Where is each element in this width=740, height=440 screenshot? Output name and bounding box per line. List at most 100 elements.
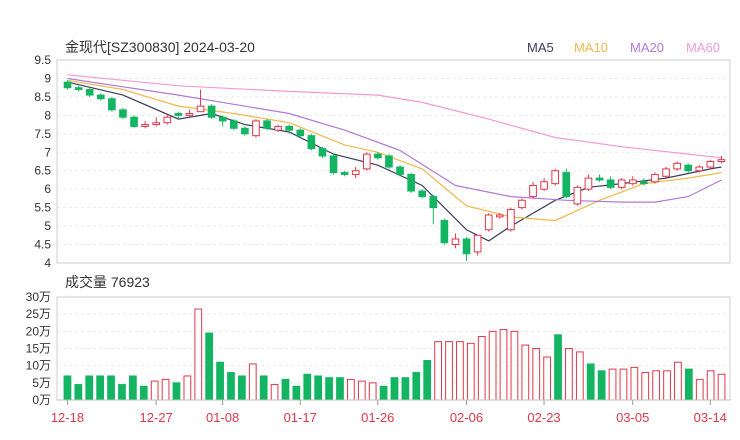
ma-line-ma60 — [67, 74, 722, 159]
candle — [684, 163, 693, 173]
candle — [584, 174, 593, 192]
candle — [385, 154, 393, 169]
volume-bar — [237, 375, 246, 401]
legend-ma5: MA5 — [527, 40, 554, 55]
volume-y-tick: 20万 — [26, 324, 51, 338]
x-tick-label: 03-05 — [616, 410, 649, 425]
volume-bar — [128, 375, 137, 401]
price-y-tick: 4.5 — [34, 238, 51, 252]
price-y-tick-labels: 9.5 9 8.5 8 7.5 7 6.5 6 5.5 5 4.5 4 — [34, 53, 51, 270]
price-panel-frame — [56, 59, 731, 264]
candle — [74, 85, 83, 92]
price-y-tick: 7 — [44, 145, 51, 159]
ma-legend: MA5 MA10 MA20 MA60 — [527, 40, 720, 55]
volume-bar — [412, 372, 421, 401]
volume-bar — [619, 368, 628, 401]
volume-bar — [368, 382, 377, 401]
volume-bar — [150, 380, 159, 401]
candle — [351, 167, 360, 179]
volume-y-tick: 5万 — [32, 376, 51, 390]
price-y-tick: 8.5 — [34, 90, 51, 104]
volume-bars — [63, 308, 726, 401]
candle — [573, 185, 582, 206]
candle — [174, 111, 183, 120]
volume-bar — [325, 377, 333, 401]
candle — [130, 115, 138, 129]
volume-bar — [183, 375, 192, 401]
volume-bar — [63, 375, 72, 401]
candle — [96, 93, 105, 101]
volume-grid — [57, 313, 730, 384]
volume-bar — [172, 382, 181, 401]
volume-bar — [543, 356, 552, 401]
candle — [196, 89, 205, 113]
volume-bar — [227, 372, 235, 401]
candle — [507, 207, 515, 232]
candle — [551, 168, 560, 186]
candle — [717, 155, 726, 164]
candle — [141, 120, 149, 129]
volume-bar — [270, 384, 279, 401]
candle — [108, 96, 116, 112]
candle — [185, 109, 194, 118]
volume-bar — [565, 348, 573, 401]
volume-bar — [456, 341, 464, 401]
x-tick-label: 02-06 — [450, 410, 483, 425]
chart-title: 金现代[SZ300830] 2024-03-20 — [65, 39, 255, 55]
candle — [218, 115, 227, 127]
volume-bar — [357, 380, 366, 401]
volume-bar — [118, 384, 126, 401]
x-tick-label: 12-27 — [139, 410, 172, 425]
candle — [85, 87, 94, 97]
volume-bar — [205, 332, 214, 401]
candle — [540, 178, 548, 192]
candle — [362, 152, 371, 171]
volume-bar — [85, 375, 94, 401]
candle — [640, 178, 648, 186]
price-y-tick: 8 — [44, 108, 51, 122]
legend-ma20: MA20 — [630, 40, 664, 55]
candle — [418, 189, 427, 199]
candle — [595, 174, 604, 182]
candle — [673, 161, 681, 171]
candle — [617, 178, 626, 190]
x-tick-label: 02-23 — [527, 410, 560, 425]
candle — [241, 126, 249, 136]
volume-bar — [652, 370, 661, 401]
x-tick-label: 03-14 — [694, 410, 727, 425]
legend-ma10: MA10 — [574, 40, 608, 55]
x-axis: 12-18 12-27 01-08 01-17 01-26 02-06 02-23 03-05… — [51, 399, 730, 425]
x-tick-label: 01-26 — [361, 410, 394, 425]
volume-y-tick: 15万 — [26, 342, 51, 356]
volume-bar — [510, 330, 519, 401]
volume-bar — [706, 370, 715, 401]
volume-bar — [630, 366, 639, 401]
candle — [207, 104, 216, 120]
x-tick-label: 12-18 — [51, 410, 84, 425]
volume-y-tick-labels: 30万 25万 20万 15万 10万 5万 0万 — [26, 290, 51, 407]
volume-bar — [401, 377, 410, 401]
candle — [473, 234, 482, 256]
price-y-tick: 4 — [44, 256, 51, 270]
volume-bar — [477, 335, 486, 401]
price-y-tick: 9 — [44, 71, 51, 85]
candle — [163, 113, 172, 125]
volume-bar — [488, 330, 497, 401]
candle — [529, 181, 537, 199]
price-y-tick: 5.5 — [34, 201, 51, 215]
candle — [562, 168, 571, 199]
x-tick-label: 01-08 — [206, 410, 239, 425]
volume-bar — [684, 368, 693, 401]
price-grid — [57, 77, 730, 246]
volume-y-tick: 10万 — [26, 359, 51, 373]
candle — [296, 128, 305, 138]
volume-bar — [434, 341, 442, 401]
volume-bar — [466, 342, 475, 401]
candle — [662, 167, 670, 179]
candle — [495, 213, 504, 219]
ma-line-ma5 — [67, 81, 722, 242]
volume-bar — [292, 385, 301, 401]
volume-bar — [347, 378, 355, 401]
price-y-tick: 6 — [44, 182, 51, 196]
